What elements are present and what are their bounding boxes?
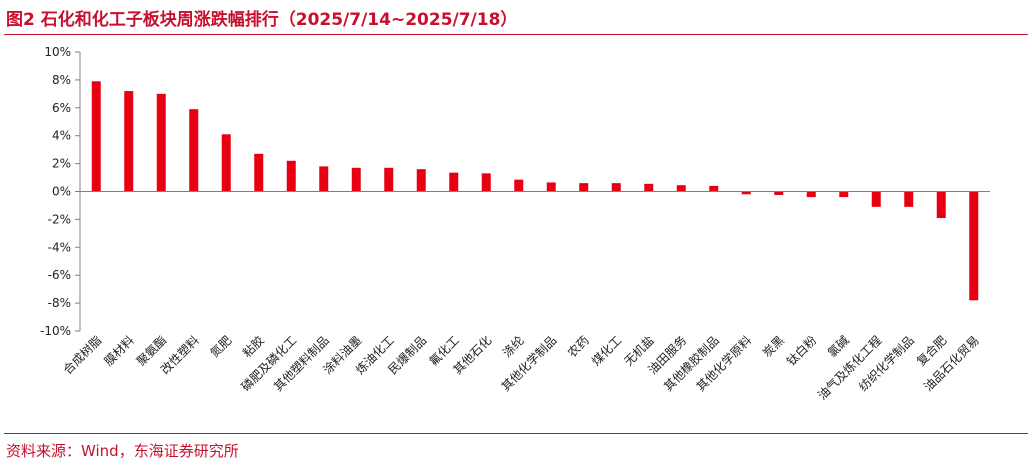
bar <box>91 81 101 192</box>
y-tick-label: -8% <box>48 296 71 310</box>
bar <box>904 191 914 207</box>
y-tick-label: -2% <box>48 212 71 226</box>
x-tick-label: 膜材料 <box>102 333 137 368</box>
y-axis: 10% 8% 6% 4% 2% 0% -2% -4% -6% -8% -10% <box>40 45 81 338</box>
x-tick-label: 粘胶 <box>239 333 267 361</box>
bar <box>449 172 459 192</box>
bar <box>416 169 426 192</box>
bar <box>286 160 296 192</box>
bar <box>774 191 784 195</box>
bar <box>254 153 264 192</box>
bar <box>384 167 394 192</box>
bar <box>839 191 849 198</box>
source-divider <box>4 433 1028 434</box>
bar <box>189 109 199 192</box>
bar <box>546 182 556 192</box>
bar <box>871 191 881 207</box>
x-tick-label: 涤纶 <box>500 333 527 360</box>
bar <box>611 183 621 192</box>
bar <box>969 191 979 301</box>
bar <box>124 91 134 192</box>
x-tick-label: 合成树脂 <box>60 333 105 378</box>
x-tick-label: 氯碱 <box>825 333 852 360</box>
x-tick-label: 炭黑 <box>760 333 787 360</box>
x-tick-label: 氮肥 <box>207 333 235 361</box>
bars <box>80 81 990 301</box>
y-tick-label: 0% <box>52 185 71 199</box>
y-tick-label: -10% <box>40 324 71 338</box>
title-divider <box>4 34 1028 35</box>
bar <box>644 183 654 192</box>
bar <box>741 191 751 195</box>
y-tick-label: 10% <box>44 45 71 59</box>
bar <box>351 167 361 192</box>
bar <box>806 191 816 198</box>
figure-title: 图2 石化和化工子板块周涨跌幅排行（2025/7/14~2025/7/18） <box>6 10 518 30</box>
y-tick-label: -4% <box>48 240 71 254</box>
y-tick-label: 6% <box>52 101 71 115</box>
x-tick-label: 农药 <box>565 333 592 360</box>
bar <box>676 185 686 192</box>
y-tick-label: 4% <box>52 129 71 143</box>
bar <box>514 179 524 192</box>
y-tick-label: 2% <box>52 157 71 171</box>
x-tick-label: 钛白粉 <box>783 333 819 369</box>
y-tick-label: 8% <box>52 73 71 87</box>
source-note: 资料来源：Wind，东海证券研究所 <box>6 442 239 460</box>
bar <box>319 166 329 192</box>
bar <box>709 185 719 192</box>
bar <box>481 173 491 192</box>
bar <box>579 183 589 192</box>
bar <box>936 191 946 219</box>
x-tick-label: 煤化工 <box>589 333 624 368</box>
bar <box>156 93 166 192</box>
bar <box>221 134 231 192</box>
bar-chart: 10% 8% 6% 4% 2% 0% -2% -4% -6% -8% -10% 合成树脂膜材料聚氨酯… <box>40 45 990 403</box>
y-tick-label: -6% <box>48 268 71 282</box>
